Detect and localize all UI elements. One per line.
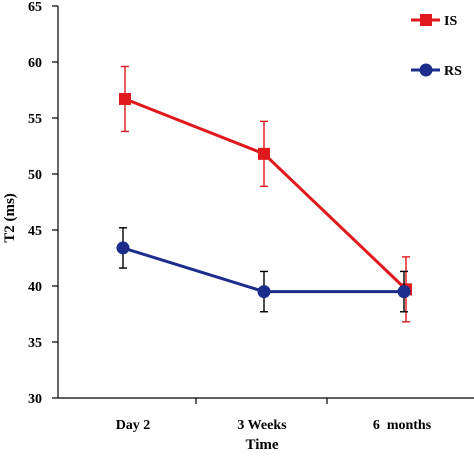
data-point [397, 285, 411, 299]
y-tick-label: 35 [28, 336, 42, 351]
y-axis-title: T2 (ms) [2, 193, 18, 243]
legend: IS RS [411, 14, 462, 79]
y-tick-label: 60 [28, 56, 42, 71]
data-point [119, 92, 131, 105]
legend-label-is: IS [444, 14, 457, 29]
y-tick-label: 30 [28, 392, 42, 407]
legend-marker-rs [419, 63, 433, 77]
y-axis: 30 35 40 45 50 55 60 65 [28, 0, 59, 407]
x-tick-label: 6 months [373, 418, 432, 433]
x-axis: Day 2 3 Weeks 6 months [58, 397, 474, 433]
y-tick-label: 45 [28, 224, 42, 239]
plot-area [116, 65, 412, 323]
x-axis-title: Time [245, 437, 278, 453]
series-rs [116, 227, 411, 313]
y-tick-label: 65 [28, 0, 42, 15]
y-tick-label: 40 [28, 280, 42, 295]
series-is [119, 65, 412, 323]
data-point [257, 285, 271, 299]
legend-marker-is [420, 14, 432, 26]
data-point [258, 147, 270, 160]
y-tick-label: 50 [28, 168, 42, 183]
y-tick-label: 55 [28, 112, 42, 127]
x-tick-label: 3 Weeks [237, 418, 287, 433]
legend-label-rs: RS [444, 64, 462, 79]
data-point [116, 241, 130, 255]
x-tick-label: Day 2 [116, 418, 151, 433]
